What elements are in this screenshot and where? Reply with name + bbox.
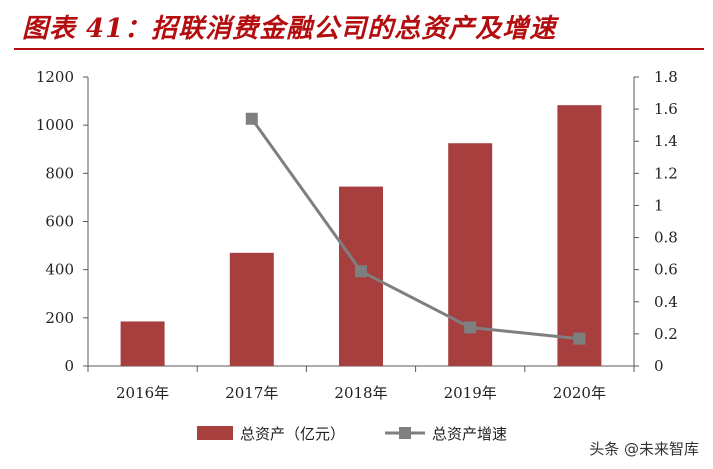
growth-point	[464, 321, 477, 334]
y-right-tick-label: 0.8	[654, 229, 678, 247]
bar	[120, 321, 165, 366]
y-right-tick-label: 1.4	[654, 132, 678, 150]
x-tick-label: 2017年	[225, 384, 278, 402]
y-left-tick-label: 600	[45, 213, 74, 231]
legend-line-marker	[399, 427, 411, 439]
y-left-tick-label: 400	[45, 261, 74, 279]
watermark: 头条 @未来智库	[589, 440, 699, 458]
growth-point	[573, 332, 586, 345]
x-tick-label: 2016年	[116, 384, 169, 402]
x-tick-label: 2020年	[553, 384, 606, 402]
bar	[229, 252, 274, 366]
growth-line	[250, 117, 580, 341]
growth-point	[355, 265, 367, 278]
legend-line-label: 总资产增速	[432, 425, 507, 443]
y-right-tick-label: 0	[654, 357, 664, 375]
x-tick-label: 2019年	[444, 384, 497, 402]
y-right-tick-label: 1	[654, 196, 664, 214]
y-left-tick-label: 1000	[36, 116, 74, 134]
y-right-tick-label: 0.4	[654, 293, 678, 311]
title-bar: 图表 41：招联消费金融公司的总资产及增速	[0, 0, 713, 52]
y-left-tick-label: 0	[64, 357, 74, 375]
legend-bar-label: 总资产（亿元）	[240, 425, 345, 443]
y-left-tick-label: 800	[45, 164, 74, 182]
legend-bar-swatch	[197, 426, 233, 440]
y-right-tick-label: 1.2	[654, 164, 678, 182]
y-right-tick-label: 0.2	[654, 325, 678, 343]
title-underline	[14, 48, 704, 50]
growth-point	[245, 112, 258, 125]
chart-title: 图表 41：招联消费金融公司的总资产及增速	[22, 14, 557, 44]
y-right-tick-label: 1.8	[654, 68, 678, 86]
x-tick-label: 2018年	[334, 384, 387, 402]
y-left-tick-label: 1200	[36, 68, 74, 86]
y-right-tick-label: 0.6	[654, 261, 678, 279]
y-left-tick-label: 200	[45, 309, 74, 327]
y-right-tick-label: 1.6	[654, 100, 678, 118]
bar	[557, 105, 602, 367]
